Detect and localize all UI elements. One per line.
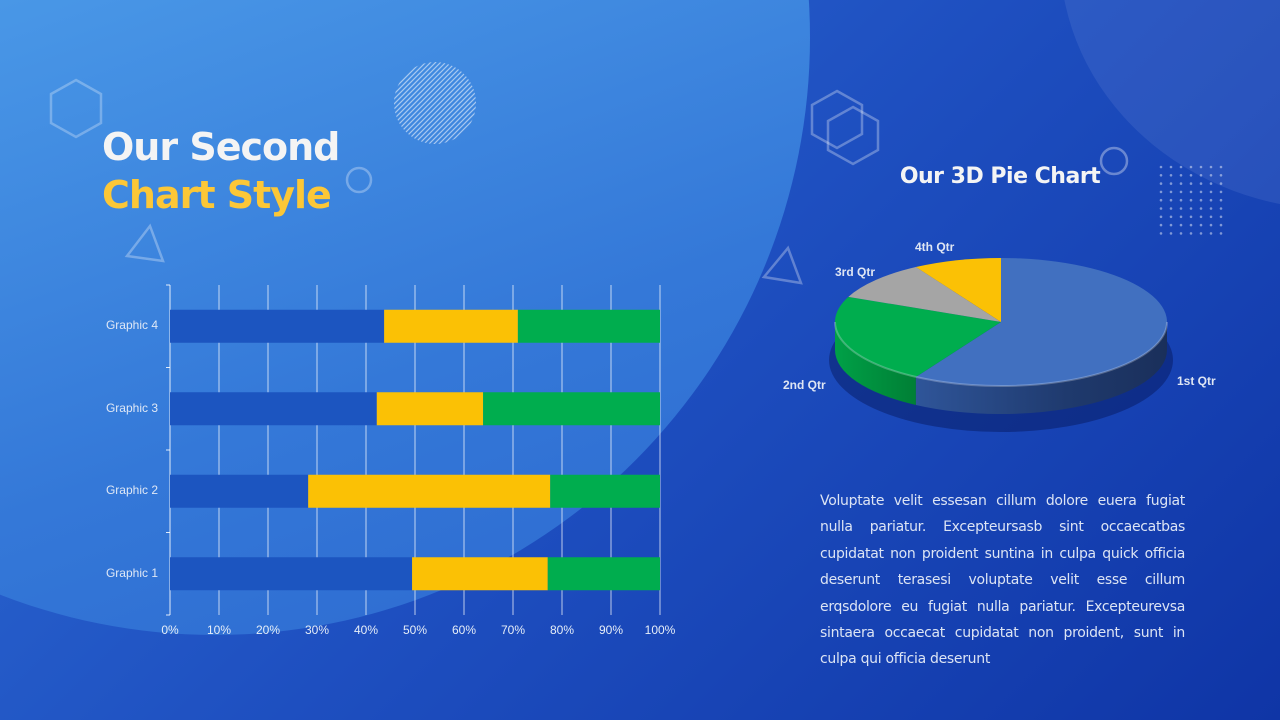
bar-segment bbox=[170, 557, 413, 591]
bar-segment bbox=[550, 474, 660, 508]
pie-slice bbox=[834, 296, 1001, 377]
bar-segment bbox=[483, 392, 660, 426]
hexagon-icon bbox=[49, 78, 103, 139]
title-line-2: Chart Style bbox=[102, 173, 332, 217]
pie-slice-side bbox=[915, 322, 1167, 414]
x-tick-label: 90% bbox=[598, 623, 624, 637]
x-tick-label: 100% bbox=[644, 623, 676, 637]
pie-label: 1st Qtr bbox=[1177, 374, 1216, 388]
pie-chart-title: Our 3D Pie Chart bbox=[899, 164, 1101, 189]
triangle-outline-icon bbox=[124, 223, 165, 263]
hexagon-icon bbox=[826, 105, 880, 166]
x-tick-label: 80% bbox=[549, 623, 575, 637]
hexagon-icon bbox=[810, 89, 864, 150]
pie-label: 2nd Qtr bbox=[783, 378, 826, 392]
circle-outline-icon bbox=[1099, 146, 1129, 176]
x-tick-label: 30% bbox=[304, 623, 330, 637]
pie-rim bbox=[834, 321, 1168, 387]
bar-segment bbox=[547, 557, 660, 591]
x-tick-label: 20% bbox=[255, 623, 281, 637]
pie-slice bbox=[915, 258, 1167, 386]
x-tick-label: 10% bbox=[206, 623, 232, 637]
triangle-outline-icon bbox=[761, 245, 803, 285]
y-category-label: Graphic 3 bbox=[105, 400, 158, 415]
pie-slice bbox=[915, 258, 1001, 322]
dot-grid-icon bbox=[1159, 165, 1223, 235]
x-tick-label: 50% bbox=[402, 623, 428, 637]
description-paragraph: Voluptate velit essesan cillum dolore eu… bbox=[820, 493, 1185, 668]
bar-segment bbox=[376, 392, 484, 426]
y-category-label: Graphic 1 bbox=[105, 565, 158, 580]
pie-slice-side bbox=[835, 322, 916, 405]
circle-outline-icon bbox=[345, 166, 373, 194]
pie-label: 3rd Qtr bbox=[835, 265, 876, 279]
title-line-1: Our Second bbox=[102, 125, 340, 169]
bar-segment bbox=[412, 557, 548, 591]
pie-slice bbox=[848, 267, 1001, 322]
bar-segment bbox=[517, 309, 660, 343]
bar-segment bbox=[170, 474, 309, 508]
bar-segment bbox=[384, 309, 518, 343]
pie-label: 4th Qtr bbox=[915, 240, 955, 254]
x-tick-label: 40% bbox=[353, 623, 379, 637]
bar-segment bbox=[170, 392, 377, 426]
x-tick-label: 60% bbox=[451, 623, 477, 637]
y-category-label: Graphic 2 bbox=[105, 483, 158, 498]
x-tick-label: 0% bbox=[161, 623, 179, 637]
y-category-label: Graphic 4 bbox=[105, 318, 158, 333]
bar-segment bbox=[170, 309, 385, 343]
bar-segment bbox=[308, 474, 551, 508]
x-tick-label: 70% bbox=[500, 623, 526, 637]
